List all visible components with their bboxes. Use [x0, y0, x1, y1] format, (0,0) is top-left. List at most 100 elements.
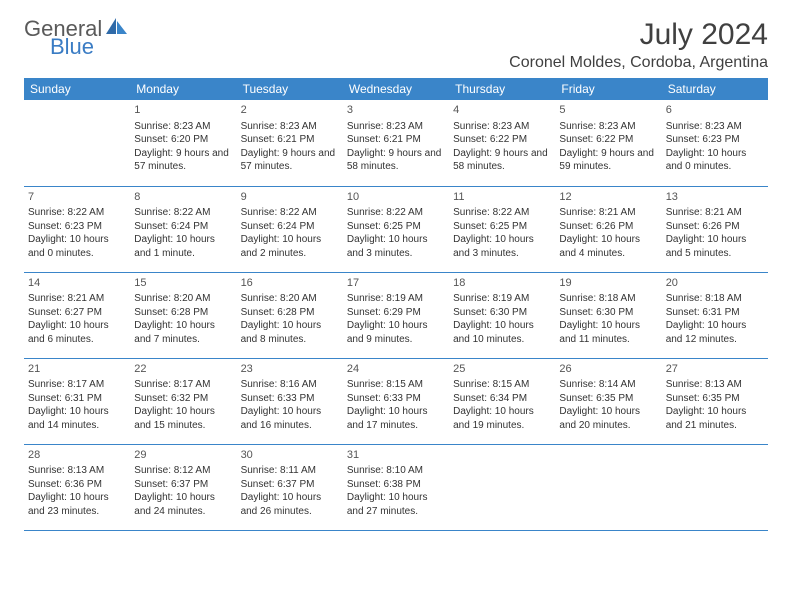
daylight-text: Daylight: 10 hours and 8 minutes.	[241, 319, 339, 346]
day-number: 13	[666, 190, 764, 205]
daylight-text: Daylight: 10 hours and 7 minutes.	[134, 319, 232, 346]
day-number: 14	[28, 276, 126, 291]
sunrise-text: Sunrise: 8:22 AM	[28, 206, 126, 220]
sunrise-text: Sunrise: 8:20 AM	[134, 292, 232, 306]
sunrise-text: Sunrise: 8:22 AM	[241, 206, 339, 220]
calendar-head: SundayMondayTuesdayWednesdayThursdayFrid…	[24, 78, 768, 100]
header: General Blue July 2024 Coronel Moldes, C…	[24, 18, 768, 72]
calendar-day-cell: 6Sunrise: 8:23 AMSunset: 6:23 PMDaylight…	[662, 100, 768, 186]
sunrise-text: Sunrise: 8:23 AM	[666, 120, 764, 134]
calendar-day-cell: 27Sunrise: 8:13 AMSunset: 6:35 PMDayligh…	[662, 358, 768, 444]
sunset-text: Sunset: 6:20 PM	[134, 133, 232, 147]
day-number: 18	[453, 276, 551, 291]
day-number: 2	[241, 103, 339, 118]
sunset-text: Sunset: 6:30 PM	[453, 306, 551, 320]
daylight-text: Daylight: 10 hours and 4 minutes.	[559, 233, 657, 260]
calendar-day-cell: 23Sunrise: 8:16 AMSunset: 6:33 PMDayligh…	[237, 358, 343, 444]
daylight-text: Daylight: 10 hours and 26 minutes.	[241, 491, 339, 518]
daylight-text: Daylight: 10 hours and 9 minutes.	[347, 319, 445, 346]
calendar-day-cell	[662, 444, 768, 530]
calendar-day-cell: 30Sunrise: 8:11 AMSunset: 6:37 PMDayligh…	[237, 444, 343, 530]
daylight-text: Daylight: 10 hours and 3 minutes.	[453, 233, 551, 260]
daylight-text: Daylight: 10 hours and 2 minutes.	[241, 233, 339, 260]
sunset-text: Sunset: 6:23 PM	[28, 220, 126, 234]
calendar-day-cell: 9Sunrise: 8:22 AMSunset: 6:24 PMDaylight…	[237, 186, 343, 272]
sunset-text: Sunset: 6:26 PM	[666, 220, 764, 234]
sunrise-text: Sunrise: 8:14 AM	[559, 378, 657, 392]
calendar-day-cell: 28Sunrise: 8:13 AMSunset: 6:36 PMDayligh…	[24, 444, 130, 530]
sunrise-text: Sunrise: 8:19 AM	[453, 292, 551, 306]
daylight-text: Daylight: 10 hours and 0 minutes.	[666, 147, 764, 174]
sunrise-text: Sunrise: 8:23 AM	[241, 120, 339, 134]
daylight-text: Daylight: 10 hours and 11 minutes.	[559, 319, 657, 346]
day-number: 3	[347, 103, 445, 118]
weekday-header: Monday	[130, 78, 236, 100]
daylight-text: Daylight: 10 hours and 6 minutes.	[28, 319, 126, 346]
calendar-day-cell: 14Sunrise: 8:21 AMSunset: 6:27 PMDayligh…	[24, 272, 130, 358]
sunrise-text: Sunrise: 8:12 AM	[134, 464, 232, 478]
sunset-text: Sunset: 6:22 PM	[559, 133, 657, 147]
day-number: 19	[559, 276, 657, 291]
calendar-day-cell: 19Sunrise: 8:18 AMSunset: 6:30 PMDayligh…	[555, 272, 661, 358]
sunrise-text: Sunrise: 8:22 AM	[453, 206, 551, 220]
sunset-text: Sunset: 6:33 PM	[241, 392, 339, 406]
calendar-week-row: 28Sunrise: 8:13 AMSunset: 6:36 PMDayligh…	[24, 444, 768, 530]
calendar-body: 1Sunrise: 8:23 AMSunset: 6:20 PMDaylight…	[24, 100, 768, 530]
sunset-text: Sunset: 6:37 PM	[134, 478, 232, 492]
sunrise-text: Sunrise: 8:20 AM	[241, 292, 339, 306]
daylight-text: Daylight: 10 hours and 27 minutes.	[347, 491, 445, 518]
sunset-text: Sunset: 6:22 PM	[453, 133, 551, 147]
calendar-day-cell: 26Sunrise: 8:14 AMSunset: 6:35 PMDayligh…	[555, 358, 661, 444]
day-number: 5	[559, 103, 657, 118]
sunrise-text: Sunrise: 8:18 AM	[559, 292, 657, 306]
sunset-text: Sunset: 6:29 PM	[347, 306, 445, 320]
daylight-text: Daylight: 10 hours and 12 minutes.	[666, 319, 764, 346]
day-number: 7	[28, 190, 126, 205]
calendar-day-cell	[555, 444, 661, 530]
sunset-text: Sunset: 6:35 PM	[559, 392, 657, 406]
sunset-text: Sunset: 6:28 PM	[241, 306, 339, 320]
calendar-day-cell: 16Sunrise: 8:20 AMSunset: 6:28 PMDayligh…	[237, 272, 343, 358]
daylight-text: Daylight: 10 hours and 1 minute.	[134, 233, 232, 260]
daylight-text: Daylight: 10 hours and 5 minutes.	[666, 233, 764, 260]
weekday-header: Saturday	[662, 78, 768, 100]
sunset-text: Sunset: 6:38 PM	[347, 478, 445, 492]
sunrise-text: Sunrise: 8:22 AM	[347, 206, 445, 220]
daylight-text: Daylight: 9 hours and 58 minutes.	[347, 147, 445, 174]
day-number: 9	[241, 190, 339, 205]
weekday-row: SundayMondayTuesdayWednesdayThursdayFrid…	[24, 78, 768, 100]
sunset-text: Sunset: 6:31 PM	[28, 392, 126, 406]
day-number: 29	[134, 448, 232, 463]
calendar-day-cell: 1Sunrise: 8:23 AMSunset: 6:20 PMDaylight…	[130, 100, 236, 186]
sunset-text: Sunset: 6:21 PM	[347, 133, 445, 147]
sunrise-text: Sunrise: 8:22 AM	[134, 206, 232, 220]
sunset-text: Sunset: 6:34 PM	[453, 392, 551, 406]
daylight-text: Daylight: 10 hours and 17 minutes.	[347, 405, 445, 432]
daylight-text: Daylight: 10 hours and 15 minutes.	[134, 405, 232, 432]
sunset-text: Sunset: 6:36 PM	[28, 478, 126, 492]
sunset-text: Sunset: 6:25 PM	[453, 220, 551, 234]
day-number: 12	[559, 190, 657, 205]
logo: General Blue	[24, 18, 128, 58]
day-number: 30	[241, 448, 339, 463]
calendar-week-row: 21Sunrise: 8:17 AMSunset: 6:31 PMDayligh…	[24, 358, 768, 444]
sunset-text: Sunset: 6:32 PM	[134, 392, 232, 406]
calendar-day-cell: 13Sunrise: 8:21 AMSunset: 6:26 PMDayligh…	[662, 186, 768, 272]
daylight-text: Daylight: 10 hours and 23 minutes.	[28, 491, 126, 518]
daylight-text: Daylight: 10 hours and 16 minutes.	[241, 405, 339, 432]
day-number: 27	[666, 362, 764, 377]
sunrise-text: Sunrise: 8:16 AM	[241, 378, 339, 392]
sunrise-text: Sunrise: 8:15 AM	[453, 378, 551, 392]
sunset-text: Sunset: 6:26 PM	[559, 220, 657, 234]
calendar-day-cell: 29Sunrise: 8:12 AMSunset: 6:37 PMDayligh…	[130, 444, 236, 530]
sunrise-text: Sunrise: 8:23 AM	[347, 120, 445, 134]
day-number: 15	[134, 276, 232, 291]
sunset-text: Sunset: 6:24 PM	[134, 220, 232, 234]
day-number: 4	[453, 103, 551, 118]
daylight-text: Daylight: 10 hours and 20 minutes.	[559, 405, 657, 432]
sunset-text: Sunset: 6:24 PM	[241, 220, 339, 234]
sunrise-text: Sunrise: 8:23 AM	[134, 120, 232, 134]
day-number: 26	[559, 362, 657, 377]
daylight-text: Daylight: 9 hours and 57 minutes.	[134, 147, 232, 174]
page-title: July 2024	[509, 18, 768, 52]
